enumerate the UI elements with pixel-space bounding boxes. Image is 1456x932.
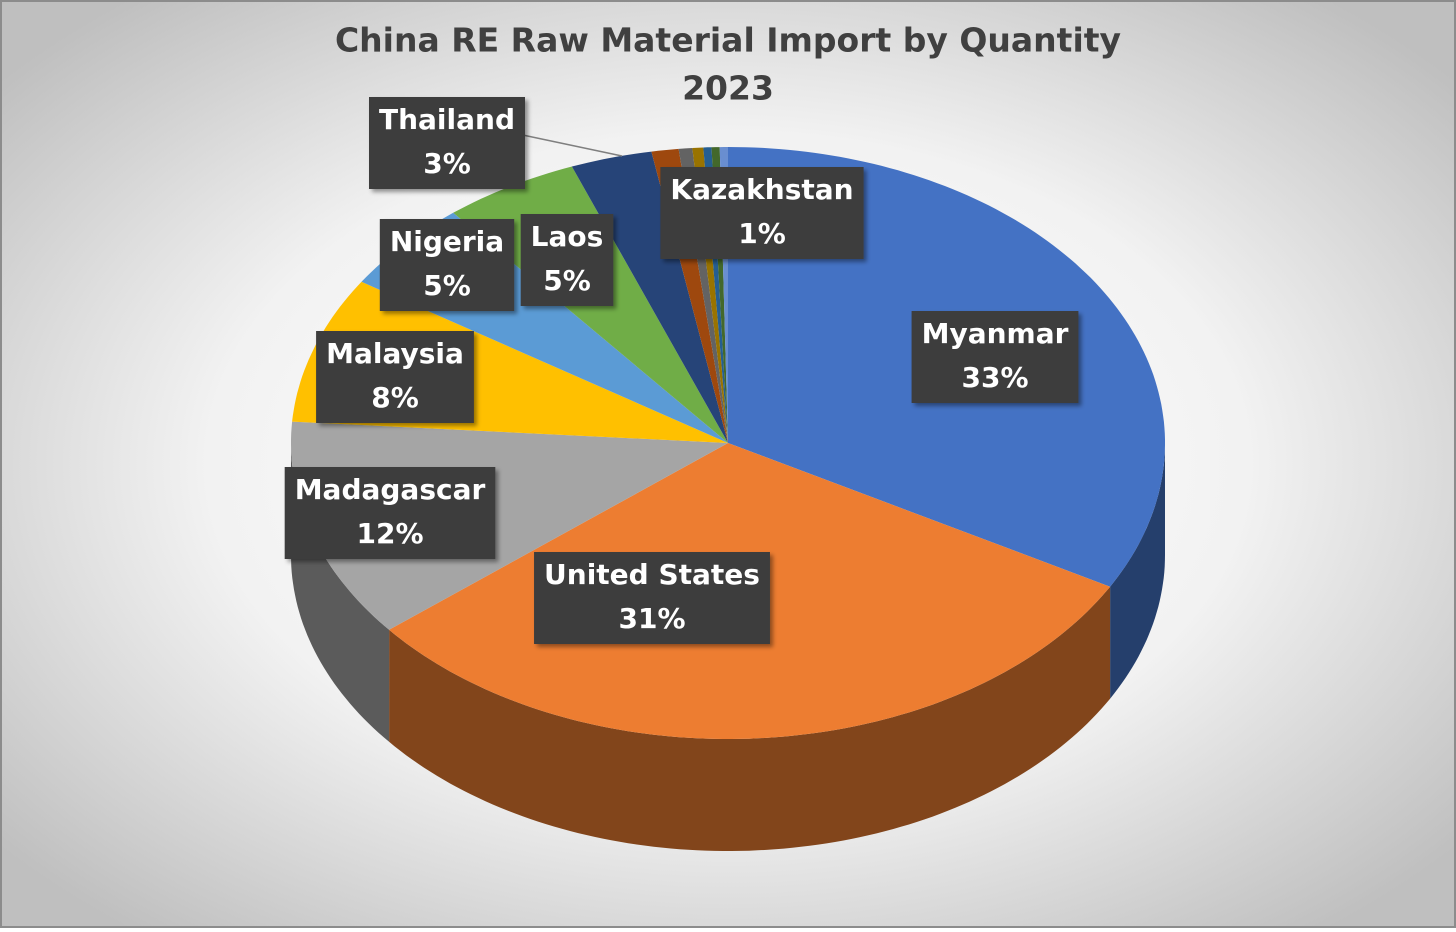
slice-side <box>1110 443 1165 699</box>
label-value: 5% <box>543 264 591 297</box>
label-category: Thailand <box>379 103 515 136</box>
label-value: 8% <box>371 381 419 414</box>
label-box <box>911 311 1079 403</box>
label-value: 1% <box>738 217 786 250</box>
slice-side <box>291 443 390 742</box>
data-label: Malaysia 8% <box>316 331 474 423</box>
slice-side <box>389 586 1111 851</box>
label-box <box>379 219 515 311</box>
data-label: Kazakhstan 1% <box>660 167 864 259</box>
data-label: Nigeria 5% <box>379 219 515 311</box>
label-box <box>284 467 496 559</box>
label-category: Malaysia <box>326 337 464 370</box>
label-box <box>660 167 864 259</box>
data-label: Thailand 3% <box>369 97 525 189</box>
label-box <box>369 97 525 189</box>
chart-title: China RE Raw Material Import by Quantity <box>335 21 1121 60</box>
data-label: United States 31% <box>534 552 770 644</box>
chart-subtitle: 2023 <box>682 69 774 108</box>
label-value: 3% <box>423 147 471 180</box>
label-box <box>316 331 474 423</box>
label-value: 31% <box>618 602 685 635</box>
label-category: Myanmar <box>922 317 1069 350</box>
label-category: Madagascar <box>295 473 486 506</box>
label-category: Laos <box>531 220 604 253</box>
label-box <box>520 214 614 306</box>
label-value: 5% <box>423 269 471 302</box>
data-label: Laos 5% <box>520 214 614 306</box>
leader-line <box>517 133 623 157</box>
label-category: Kazakhstan <box>670 173 853 206</box>
label-category: Nigeria <box>390 225 504 258</box>
label-value: 12% <box>356 517 423 550</box>
label-box <box>534 552 770 644</box>
data-label: Myanmar 33% <box>911 311 1079 403</box>
label-category: United States <box>544 558 760 591</box>
data-label: Madagascar 12% <box>284 467 496 559</box>
label-value: 33% <box>961 361 1028 394</box>
